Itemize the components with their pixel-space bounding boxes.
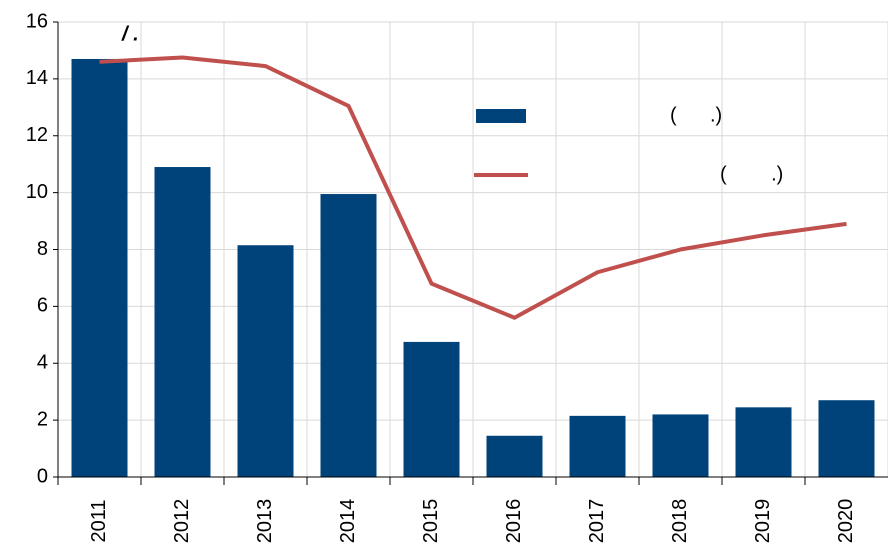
y-tick-label: 2 [37,408,48,430]
bar [320,194,377,477]
x-tick-label: 2012 [171,499,193,544]
y-tick-label: 6 [37,295,48,317]
legend-swatch [476,109,526,123]
bar [154,167,211,477]
y-tick-label: 12 [26,124,48,146]
x-tick-label: 2015 [420,499,442,544]
x-tick-label: 2011 [88,499,110,542]
bar [403,341,460,477]
y-tick-label: 0 [37,465,48,487]
bar [652,414,709,477]
legend-label: ( .) [670,104,722,126]
bar [71,58,128,477]
bar [569,415,626,477]
legend-label: ( .) [720,163,783,185]
line [99,55,847,320]
bar [735,407,792,477]
x-tick-label: 2013 [254,499,276,544]
x-tick-label: 2017 [586,499,608,544]
y-tick-label: 16 [26,10,48,32]
bar [486,435,543,477]
x-tick-label: 2020 [835,499,857,544]
x-tick-label: 2018 [669,499,691,544]
y-tick-label: 10 [26,181,48,203]
y-tick-label: 4 [37,352,48,374]
y-tick-label: 14 [26,67,48,89]
bar [237,245,294,477]
y-tick-label: 8 [37,238,48,260]
x-tick-label: 2014 [337,499,359,544]
bar [818,400,875,477]
x-tick-label: 2019 [752,499,774,544]
chart-title: / . [121,23,139,45]
x-tick-label: 2016 [503,499,525,544]
